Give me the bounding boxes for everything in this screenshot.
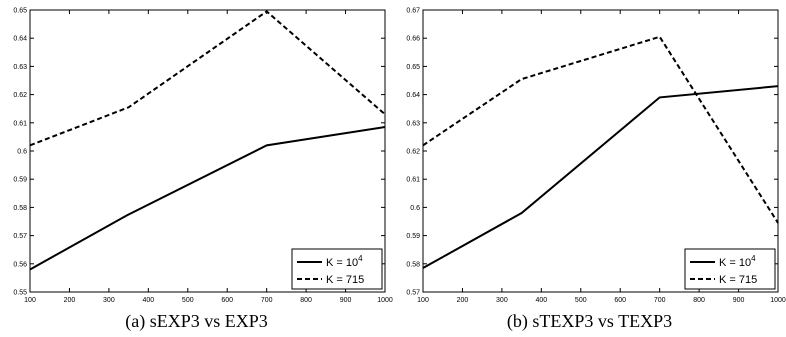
chart-a-y-tick-label: 0.6 (17, 149, 27, 156)
chart-b-x-tick-label: 700 (654, 297, 666, 304)
chart-a-x-tick-label: 1000 (377, 297, 393, 304)
chart-a-y-tick-label: 0.61 (13, 120, 27, 127)
chart-b-legend-superscript: 4 (751, 254, 756, 263)
chart-b-y-tick-label: 0.63 (406, 120, 420, 127)
chart-a-x-tick-label: 900 (340, 297, 352, 304)
chart-b-x-tick-label: 500 (575, 297, 587, 304)
chart-a-legend-label: K = 715 (326, 274, 364, 286)
chart-a-series-k-10e4-line (29, 126, 386, 271)
chart-b-y-tick-label: 0.62 (406, 149, 420, 156)
chart-b-y-tick-label: 0.59 (406, 233, 420, 240)
chart-a-y-tick-label: 0.58 (13, 205, 27, 212)
chart-a-y-tick-label: 0.63 (13, 64, 27, 71)
chart-b-y-tick-label: 0.66 (406, 36, 420, 43)
chart-b-y-tick-label: 0.65 (406, 64, 420, 71)
chart-a-legend (291, 248, 383, 290)
chart-b-x-tick-label: 800 (693, 297, 705, 304)
chart-b-x-tick-label: 200 (457, 297, 469, 304)
chart-a-x-tick-label: 600 (221, 297, 233, 304)
chart-a-x-tick-label: 100 (24, 297, 36, 304)
chart-b-x-tick-label: 900 (733, 297, 745, 304)
chart-b-y-tick-label: 0.57 (406, 290, 420, 297)
chart-a-x-tick-label: 500 (182, 297, 194, 304)
chart-b-x-tick-label: 1000 (770, 297, 786, 304)
chart-panel-a: 100 200 300 400 500 600 700 800 900 1000 0.55 0.56 0… (0, 0, 393, 315)
chart-panel-b: 100 200 300 400 500 600 700 800 900 1000 0.57 0.58 0… (393, 0, 786, 315)
chart-a-y-tick-label: 0.55 (13, 290, 27, 297)
chart-a-y-tick-label: 0.59 (13, 177, 27, 184)
chart-a-legend-superscript: 4 (358, 254, 363, 263)
chart-a-series-k-715-line (29, 10, 386, 147)
chart-b-x-tick-label: 300 (496, 297, 508, 304)
chart-b-series-k-10e4-line (422, 85, 779, 269)
chart-a-legend-label: K = 104 (326, 254, 363, 269)
chart-b-y-tick-label: 0.61 (406, 177, 420, 184)
chart-a-x-tick-label: 800 (300, 297, 312, 304)
chart-b-legend-label: K = 715 (719, 274, 757, 286)
chart-b-x-tick-label: 100 (417, 297, 429, 304)
chart-b-y-tick-label: 0.67 (406, 8, 420, 15)
chart-b-series-k-715-line (422, 35, 779, 224)
chart-b: 100 200 300 400 500 600 700 800 900 1000 0.57 0.58 0… (406, 8, 786, 305)
chart-a-x-tick-label: 300 (103, 297, 115, 304)
chart-a-y-tick-label: 0.57 (13, 233, 27, 240)
chart-b-y-tick-label: 0.58 (406, 261, 420, 268)
chart-a-x-tick-label: 200 (64, 297, 76, 304)
chart-a-y-tick-label: 0.65 (13, 8, 27, 15)
chart-a-y-tick-label: 0.62 (13, 92, 27, 99)
chart-b-x-tick-label: 400 (535, 297, 547, 304)
chart-a-y-tick-label: 0.56 (13, 261, 27, 268)
chart-a-caption: (a) sEXP3 vs EXP3 (125, 311, 268, 331)
chart-b-legend-label: K = 104 (719, 254, 756, 269)
chart-b-x-tick-label: 600 (614, 297, 626, 304)
chart-a-x-tick-label: 400 (142, 297, 154, 304)
chart-a: 100 200 300 400 500 600 700 800 900 1000 0.55 0.56 0… (13, 8, 393, 305)
chart-b-caption: (b) sTEXP3 vs TEXP3 (506, 311, 673, 331)
chart-a-y-tick-label: 0.64 (13, 36, 27, 43)
chart-b-y-tick-label: 0.64 (406, 92, 420, 99)
chart-a-x-tick-label: 700 (261, 297, 273, 304)
chart-b-y-tick-label: 0.6 (410, 205, 420, 212)
chart-b-legend (684, 248, 776, 290)
